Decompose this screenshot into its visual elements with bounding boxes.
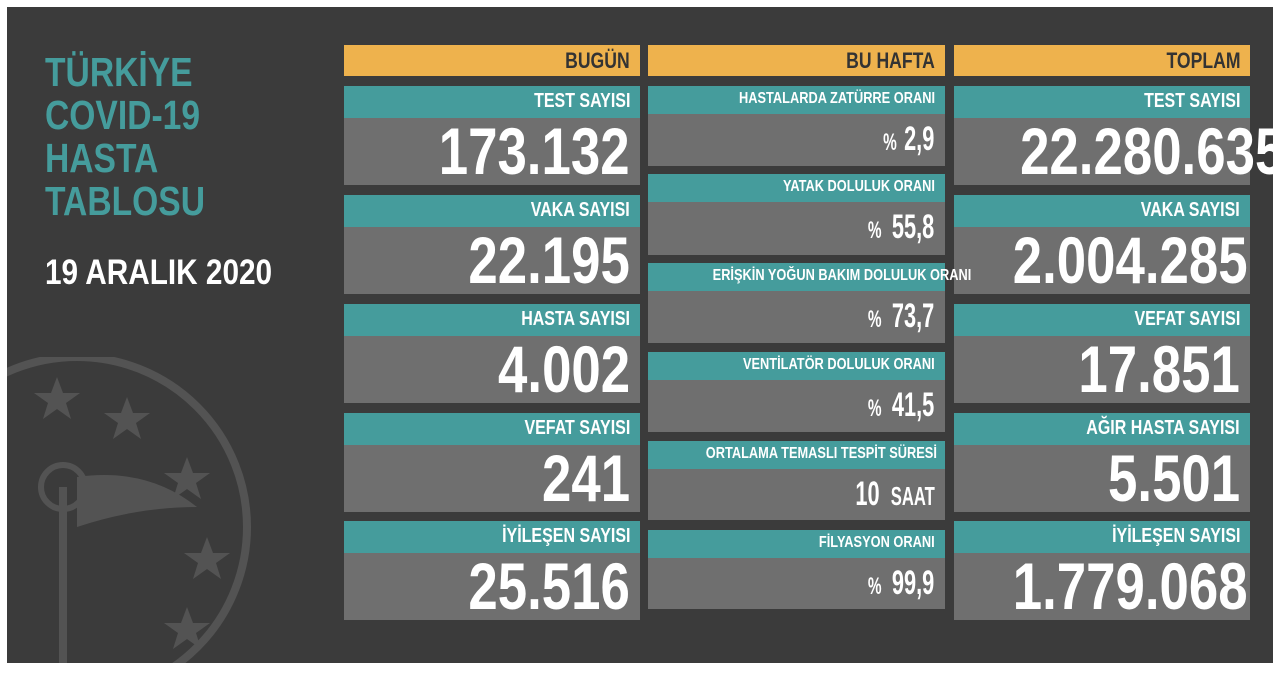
- stat-label: FİLYASYON ORANI: [648, 530, 945, 558]
- stat-label: HASTA SAYISI: [344, 304, 640, 336]
- stat-label: İYİLEŞEN SAYISI: [344, 521, 640, 553]
- value-number: 99,9: [892, 564, 935, 602]
- today-stat-card: İYİLEŞEN SAYISI 25.516: [344, 521, 640, 620]
- percent-sign: %: [868, 306, 883, 333]
- total-stat-card: VAKA SAYISI 2.004.285: [954, 195, 1250, 294]
- stat-value: 17.851: [954, 336, 1250, 403]
- stat-label: AĞIR HASTA SAYISI: [954, 413, 1250, 445]
- percent-sign: %: [868, 395, 883, 422]
- value-number: 41,5: [892, 386, 935, 424]
- total-stat-card: TEST SAYISI 22.280.635: [954, 86, 1280, 185]
- today-stat-card: VAKA SAYISI 22.195: [344, 195, 640, 294]
- value-number: 55,8: [892, 208, 935, 246]
- title-line: TÜRKİYE: [45, 49, 193, 95]
- stat-value: 173.132: [344, 118, 640, 185]
- stat-label: ORTALAMA TEMASLI TESPİT SÜRESİ: [648, 441, 945, 469]
- value-number: 2,9: [904, 120, 935, 158]
- total-stat-card: İYİLEŞEN SAYISI 1.779.068: [954, 521, 1250, 620]
- stat-label: VEFAT SAYISI: [954, 304, 1250, 336]
- value-number: 73,7: [892, 297, 935, 335]
- ministry-emblem-icon: [0, 357, 251, 677]
- week-stat-card: YATAK DOLULUK ORANI % 55,8: [648, 174, 945, 255]
- stat-value: % 55,8: [648, 202, 945, 255]
- stat-label: VENTİLATÖR DOLULUK ORANI: [648, 352, 945, 380]
- stat-label: HASTALARDA ZATÜRRE ORANI: [648, 86, 945, 114]
- week-stat-card: HASTALARDA ZATÜRRE ORANI % 2,9: [648, 86, 945, 166]
- stat-label: VAKA SAYISI: [954, 195, 1250, 227]
- total-stat-card: AĞIR HASTA SAYISI 5.501: [954, 413, 1250, 512]
- today-stat-card: TEST SAYISI 173.132: [344, 86, 640, 185]
- week-header: BU HAFTA: [648, 45, 945, 76]
- stat-label: İYİLEŞEN SAYISI: [954, 521, 1250, 553]
- stat-value: % 73,7: [648, 291, 945, 343]
- week-stat-card: ORTALAMA TEMASLI TESPİT SÜRESİ 10 SAAT: [648, 441, 945, 520]
- week-stat-card: FİLYASYON ORANI % 99,9: [648, 530, 945, 609]
- value-number: 10: [855, 475, 880, 513]
- stat-label: TEST SAYISI: [344, 86, 640, 118]
- percent-sign: %: [868, 573, 883, 600]
- today-stat-card: VEFAT SAYISI 241: [344, 413, 640, 512]
- value-unit: SAAT: [890, 481, 935, 511]
- stat-label: VEFAT SAYISI: [344, 413, 640, 445]
- stat-label: VAKA SAYISI: [344, 195, 640, 227]
- stat-label: YATAK DOLULUK ORANI: [648, 174, 945, 202]
- total-header: TOPLAM: [954, 45, 1250, 76]
- stat-value: 4.002: [344, 336, 640, 403]
- today-header: BUGÜN: [344, 45, 640, 76]
- report-date: 19 ARALIK 2020: [45, 253, 273, 292]
- stat-value: 5.501: [954, 445, 1250, 512]
- percent-sign: %: [868, 217, 883, 244]
- stat-value: 22.195: [344, 227, 640, 294]
- stat-value: 2.004.285: [954, 227, 1250, 294]
- stat-value: 25.516: [344, 553, 640, 620]
- stat-value: % 41,5: [648, 380, 945, 432]
- title-line: HASTA: [45, 135, 159, 181]
- stat-value: % 2,9: [648, 114, 945, 166]
- week-stat-card: VENTİLATÖR DOLULUK ORANI % 41,5: [648, 352, 945, 432]
- page-title: TÜRKİYE COVID-19 HASTA TABLOSU: [45, 51, 205, 223]
- stat-value: % 99,9: [648, 558, 945, 609]
- stat-label: TEST SAYISI: [954, 86, 1250, 118]
- week-stat-card: ERİŞKİN YOĞUN BAKIM DOLULUK ORANI % 73,7: [648, 263, 971, 343]
- title-line: TABLOSU: [45, 178, 206, 224]
- stat-label: ERİŞKİN YOĞUN BAKIM DOLULUK ORANI: [648, 263, 971, 291]
- today-stat-card: HASTA SAYISI 4.002: [344, 304, 640, 403]
- stat-value: 241: [344, 445, 640, 512]
- title-line: COVID-19: [45, 92, 201, 138]
- stat-value: 10 SAAT: [648, 469, 945, 520]
- total-stat-card: VEFAT SAYISI 17.851: [954, 304, 1250, 403]
- stat-value: 22.280.635: [954, 118, 1280, 185]
- percent-sign: %: [883, 129, 898, 156]
- stat-value: 1.779.068: [954, 553, 1250, 620]
